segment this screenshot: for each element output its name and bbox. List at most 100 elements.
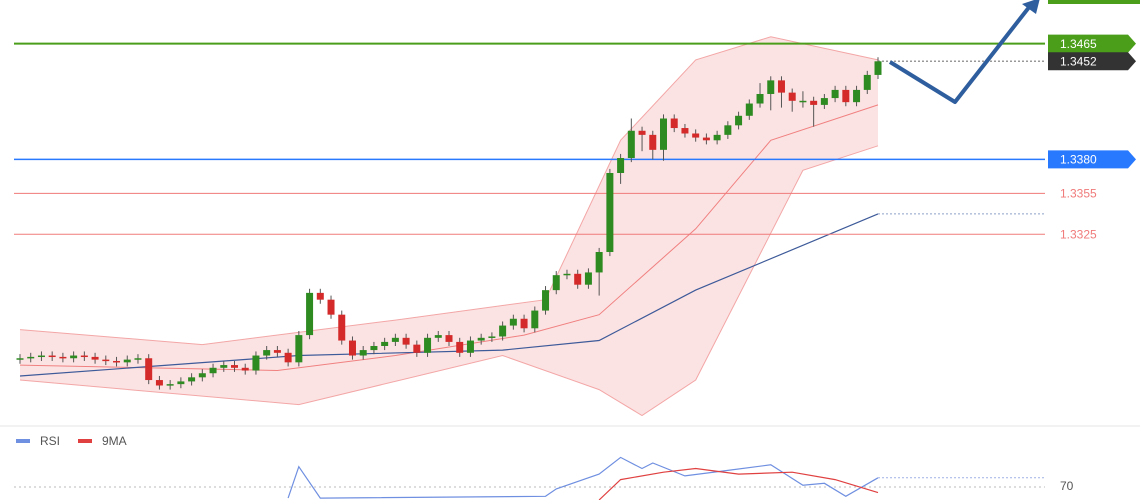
level-badge (1048, 34, 1136, 53)
candle-body (48, 355, 56, 358)
candle-body (477, 337, 485, 341)
candle-body (499, 325, 507, 337)
candle-body (424, 337, 432, 353)
candle-body (27, 356, 35, 359)
candle-body (574, 273, 582, 285)
candle-body (788, 92, 796, 101)
candle-body (338, 314, 346, 341)
candle-body (627, 130, 635, 159)
candle-body (316, 292, 324, 300)
candle-body (188, 377, 196, 382)
candle-body (820, 98, 828, 105)
band-line (19, 145, 879, 417)
candle-body (735, 115, 743, 126)
candle-body (842, 89, 850, 103)
candle-body (370, 345, 378, 351)
candle-body (306, 292, 314, 336)
candle-body (37, 355, 45, 358)
candle-body (520, 318, 528, 329)
candle-body (810, 100, 818, 105)
candle-body (145, 358, 153, 381)
candle-body (252, 355, 260, 371)
candle-body (552, 275, 560, 291)
level-label: 1.3380 (1060, 153, 1097, 167)
candle-body (670, 118, 678, 129)
level-label: 1.3465 (1060, 37, 1097, 51)
candle-body (584, 272, 592, 285)
candle-body (381, 341, 389, 346)
candle-body (273, 350, 281, 353)
candle-body (231, 365, 238, 368)
candle-body (134, 358, 142, 360)
candle-body (863, 74, 871, 90)
candle-body (177, 381, 185, 385)
candle-body (488, 336, 496, 338)
candle-body (359, 350, 367, 356)
candle-body (466, 340, 474, 353)
candle-body (434, 335, 442, 338)
candle-body (263, 350, 271, 356)
level-label: 1.3452 (1060, 54, 1097, 68)
candle-body (16, 358, 24, 360)
candle-body (767, 80, 775, 94)
candle-body (531, 310, 539, 329)
rsi-line (287, 456, 879, 499)
candle-body (874, 61, 882, 75)
candle-body (745, 103, 753, 116)
candle-body (606, 172, 614, 253)
candle-body (660, 118, 667, 150)
candle-body (209, 367, 217, 374)
forecast-arrow (888, 4, 1032, 104)
candle-body (327, 299, 335, 315)
rsi-tick-label: 70 (1060, 479, 1074, 493)
candle-body (80, 355, 88, 358)
candle-body (348, 340, 356, 356)
candle-body (402, 337, 410, 345)
candle-body (166, 384, 174, 386)
legend-label: RSI (40, 434, 60, 448)
candle-body (123, 359, 131, 363)
candle-body (509, 318, 517, 326)
candle-body (831, 89, 839, 99)
candle-body (113, 360, 121, 363)
candle-body (595, 252, 603, 273)
forecast-arrowhead (1022, 0, 1040, 14)
candle-body (702, 137, 710, 141)
rsi-line (598, 467, 879, 500)
candle-body (220, 365, 228, 368)
level-badge (1048, 150, 1136, 169)
candle-body (713, 134, 721, 141)
candle-body (692, 133, 700, 138)
candle-body (391, 337, 399, 342)
candle-body (617, 158, 625, 173)
candle-body (681, 128, 689, 134)
target-badge (1048, 0, 1140, 4)
candle-body (155, 380, 163, 386)
candle-body (59, 356, 67, 359)
candle-body (241, 367, 249, 371)
candle-body (284, 352, 292, 363)
candle-body (102, 359, 110, 362)
band-line (19, 36, 879, 346)
candle-body (70, 355, 78, 359)
candle-body (853, 89, 861, 103)
legend-swatch (78, 439, 92, 443)
candle-body (799, 100, 807, 103)
candle-body (756, 93, 764, 104)
candle-body (91, 356, 99, 360)
level-badge (1048, 52, 1136, 71)
candle-body (295, 335, 303, 363)
legend-swatch (16, 439, 30, 443)
legend-label: 9MA (102, 434, 127, 448)
moving-average (19, 213, 879, 377)
candle-body (413, 344, 421, 353)
candle-body (649, 134, 657, 150)
candle-body (777, 80, 785, 93)
candle-body (445, 335, 453, 342)
candle-body (198, 373, 206, 378)
moving-average (19, 104, 879, 372)
candle-body (563, 273, 571, 276)
level-label: 1.3355 (1060, 187, 1097, 201)
candle-body (456, 341, 464, 353)
